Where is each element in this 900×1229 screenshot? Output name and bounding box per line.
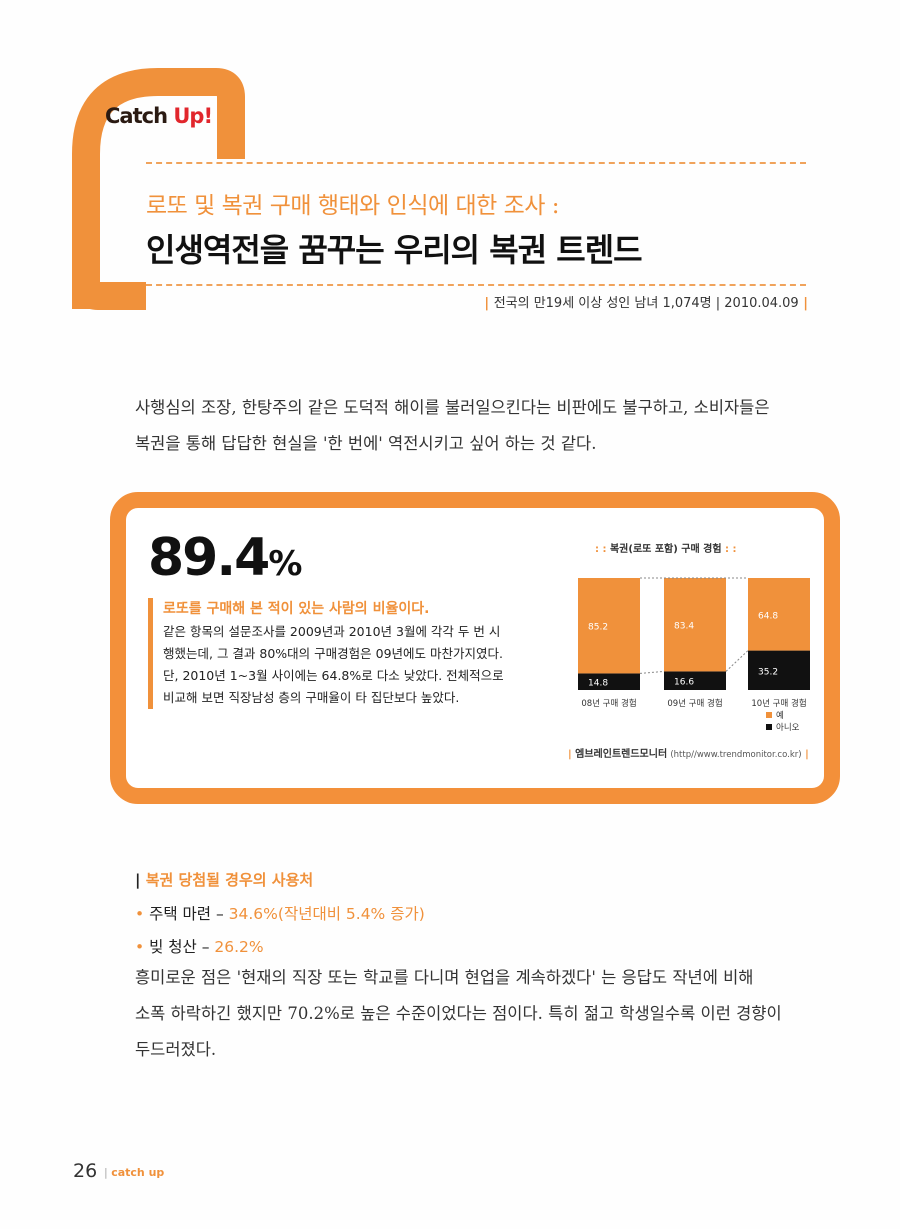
bar-no <box>748 650 810 690</box>
data-label-no: 35.2 <box>758 667 778 677</box>
category-label: 09년 구매 경험 <box>667 698 722 709</box>
legend-label: 예 <box>776 710 784 721</box>
highlight-heading: 로또를 구매해 본 적이 있는 사람의 비율이다. <box>163 601 430 617</box>
data-label-yes: 85.2 <box>588 623 608 633</box>
legend-label: 아니오 <box>776 722 800 733</box>
category-label: 08년 구매 경험 <box>581 698 636 709</box>
intro-line: 사행심의 조장, 한탕주의 같은 도덕적 해이를 불러일으킨다는 비판에도 불구… <box>135 398 770 417</box>
bar-yes <box>748 578 810 651</box>
chart-title: : : 복권(로또 포함) 구매 경험 : : <box>595 544 737 555</box>
divider-bottom <box>146 284 806 286</box>
divider-top <box>146 162 806 164</box>
article-title: 인생역전을 꿈꾸는 우리의 복권 트렌드 <box>146 231 643 269</box>
article-subtitle: 로또 및 복권 구매 행태와 인식에 대한 조사 : <box>146 193 559 219</box>
usage-paragraph: 흥미로운 점은 '현재의 직장 또는 학교를 다니며 현업을 계속하겠다' 는 … <box>135 968 782 1059</box>
catch-up-bracket-shape <box>72 68 245 310</box>
survey-note: | 전국의 만19세 이상 성인 남녀 1,074명 | 2010.04.09 … <box>484 296 808 311</box>
usage-item: • 빚 청산 – 26.2% <box>135 938 264 956</box>
data-label-no: 14.8 <box>588 679 608 689</box>
data-label-yes: 64.8 <box>758 611 778 621</box>
usage-item: • 주택 마련 – 34.6%(작년대비 5.4% 증가) <box>135 905 425 923</box>
intro-line: 복권을 통해 답답한 현실을 '한 번에' 역전시키고 싶어 하는 것 같다. <box>135 434 597 453</box>
bar-no <box>578 673 640 690</box>
stacked-bar-chart: 85.2 14.8 08년 구매 경험 83.4 16.6 09년 구매 경험 64.8 35… <box>578 577 810 733</box>
data-label-no: 16.6 <box>674 678 694 688</box>
highlight-number: 89.4% <box>148 528 302 588</box>
bar-no <box>664 671 726 690</box>
bar-yes <box>578 578 640 674</box>
chart-source: | 엠브레인트렌드모니터 (http//www.trendmonitor.co.… <box>568 749 809 760</box>
page-number: 26 <box>73 1160 98 1182</box>
highlight-description: 로또를 구매해 본 적이 있는 사람의 비율이다. 같은 항목의 설문조사를 2… <box>148 598 558 709</box>
bar-yes <box>664 578 726 672</box>
connector-line <box>639 670 665 674</box>
legend-swatch <box>766 724 772 730</box>
usage-heading: | 복권 당첨될 경우의 사용처 <box>135 871 314 889</box>
connector-line <box>725 650 749 672</box>
highlight-text: 같은 항목의 설문조사를 2009년과 2010년 3월에 각각 두 번 시 행… <box>163 624 504 705</box>
intro-paragraph: 사행심의 조장, 한탕주의 같은 도덕적 해이를 불러일으킨다는 비판에도 불구… <box>135 390 815 462</box>
catch-up-logo: Catch Up! <box>105 104 213 128</box>
category-label: 10년 구매 경험 <box>751 698 806 709</box>
footer-section: | catch up <box>104 1166 165 1179</box>
data-label-yes: 83.4 <box>674 622 694 632</box>
legend-swatch <box>766 712 772 718</box>
